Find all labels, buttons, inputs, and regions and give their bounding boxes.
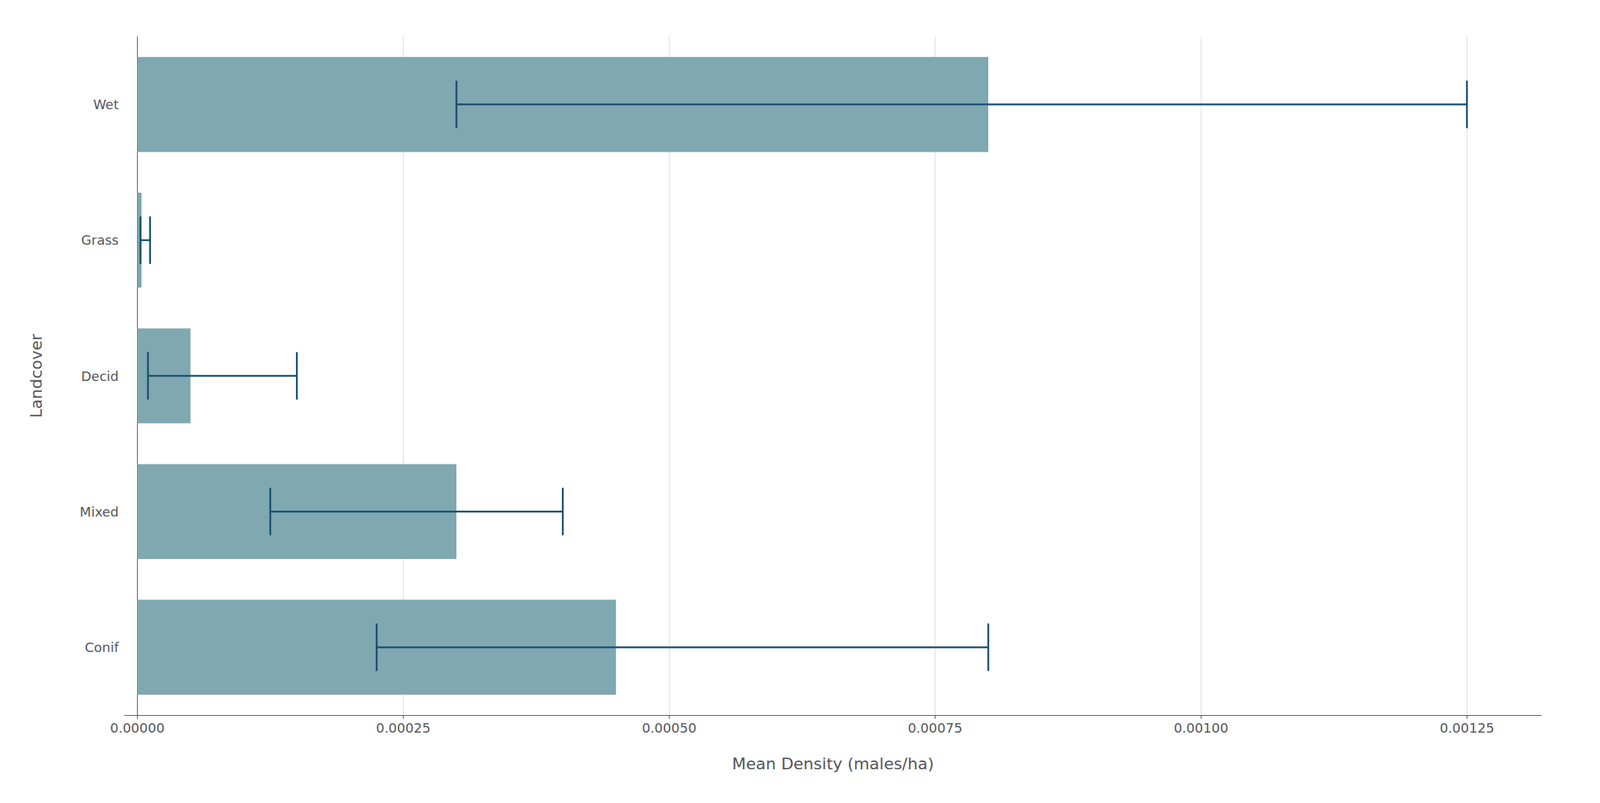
svg-text:0.00000: 0.00000 (109, 720, 165, 736)
svg-text:Grass: Grass (81, 232, 119, 248)
svg-text:0.00025: 0.00025 (375, 720, 431, 736)
svg-text:0.00075: 0.00075 (907, 720, 962, 736)
svg-text:Wet: Wet (93, 96, 119, 113)
svg-text:0.00100: 0.00100 (1173, 720, 1228, 736)
svg-text:0.00050: 0.00050 (641, 720, 696, 736)
svg-text:Mixed: Mixed (79, 504, 119, 520)
svg-text:Mean Density (males/ha): Mean Density (males/ha) (731, 754, 935, 773)
svg-text:Decid: Decid (81, 368, 119, 384)
svg-text:Landcover: Landcover (27, 333, 46, 419)
svg-text:0.00125: 0.00125 (1439, 720, 1494, 736)
svg-text:Conif: Conif (84, 639, 120, 655)
